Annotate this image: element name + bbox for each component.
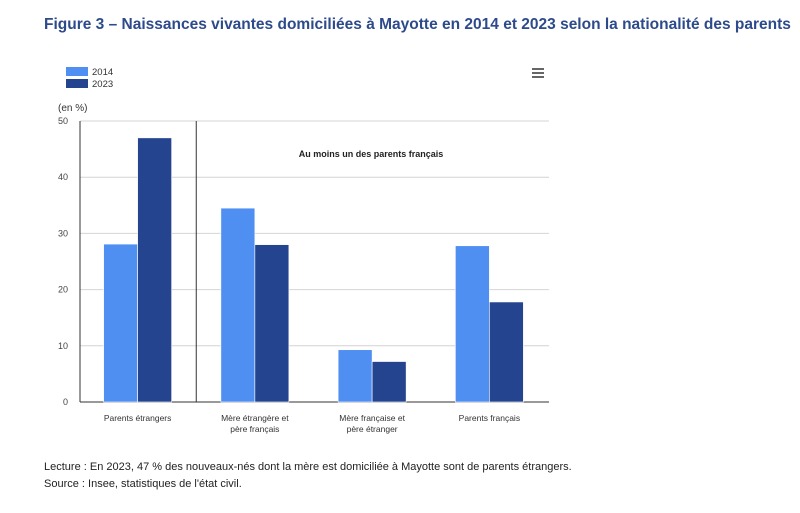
y-tick-label: 0 xyxy=(63,397,68,407)
group-annotation: Au moins un des parents français xyxy=(299,149,444,159)
y-tick-label: 30 xyxy=(58,228,68,238)
lecture-note: Lecture : En 2023, 47 % des nouveaux-nés… xyxy=(44,461,572,473)
y-tick-label: 10 xyxy=(58,341,68,351)
hamburger-menu-icon[interactable] xyxy=(532,68,544,78)
legend-label-2023: 2023 xyxy=(92,79,113,90)
bar-2014 xyxy=(103,243,138,403)
x-tick-label: Parents étrangers xyxy=(104,413,172,423)
legend-label-2014: 2014 xyxy=(92,67,113,78)
x-tick-label: père français xyxy=(230,424,279,434)
y-axis-label: (en %) xyxy=(58,103,87,114)
x-tick-label: père étranger xyxy=(347,424,398,434)
bar-2014 xyxy=(455,245,490,403)
bar-2023 xyxy=(137,137,172,403)
bar-2014 xyxy=(220,207,256,403)
bar-2014 xyxy=(337,349,373,403)
figure-title: Figure 3 – Naissances vivantes domicilié… xyxy=(44,16,791,33)
legend-swatch-2023 xyxy=(66,79,88,88)
x-tick-label: Parents français xyxy=(459,413,520,423)
y-tick-label: 20 xyxy=(58,285,68,295)
bar-2023 xyxy=(254,244,290,403)
bar-2023 xyxy=(489,301,524,403)
x-tick-label: Mère française et xyxy=(339,413,405,423)
bar-2023 xyxy=(371,361,407,403)
source-note: Source : Insee, statistiques de l'état c… xyxy=(44,478,242,490)
x-tick-label: Mère étrangère et xyxy=(221,413,289,423)
y-tick-label: 40 xyxy=(58,172,68,182)
y-tick-label: 50 xyxy=(58,116,68,126)
legend-swatch-2014 xyxy=(66,67,88,76)
